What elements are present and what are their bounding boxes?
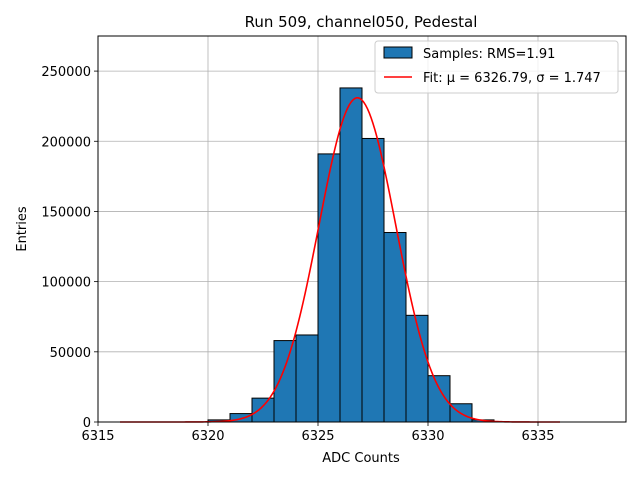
- histogram-bar: [317, 153, 341, 423]
- x-tick-label: 6315: [81, 429, 114, 444]
- chart-title: Run 509, channel050, Pedestal: [245, 13, 478, 31]
- axis-ticks: 6315 6320 6325 6330 6335 0 50000 100000 150000 20…: [41, 65, 554, 444]
- x-tick-label: 6320: [191, 429, 224, 444]
- histogram-bar: [339, 87, 363, 423]
- histogram-bar: [295, 334, 319, 423]
- legend-fit-label: Fit: μ = 6326.79, σ = 1.747: [423, 71, 601, 86]
- y-tick-label: 100000: [41, 276, 91, 291]
- y-tick-label: 250000: [41, 65, 91, 80]
- x-tick-label: 6325: [301, 429, 334, 444]
- histogram-bar: [361, 137, 385, 423]
- legend: Samples: RMS=1.91 Fit: μ = 6326.79, σ = …: [374, 40, 619, 94]
- legend-samples-swatch: [383, 46, 413, 59]
- y-tick-label: 50000: [50, 346, 91, 361]
- y-axis-title: Entries: [15, 206, 30, 252]
- x-tick-label: 6330: [411, 429, 444, 444]
- legend-samples-label: Samples: RMS=1.91: [423, 47, 555, 62]
- x-axis-title: ADC Counts: [322, 451, 400, 466]
- histogram-bar: [427, 375, 451, 423]
- y-tick-label: 150000: [41, 205, 91, 220]
- legend-box: [374, 40, 619, 94]
- histogram-bar: [251, 397, 275, 423]
- histogram-bar: [273, 340, 297, 423]
- histogram-bars: [207, 87, 495, 423]
- y-tick-label: 0: [83, 416, 91, 431]
- y-tick-label: 200000: [41, 135, 91, 150]
- x-tick-label: 6335: [521, 429, 554, 444]
- histogram-bar: [405, 314, 429, 423]
- plot-frame: [97, 35, 627, 423]
